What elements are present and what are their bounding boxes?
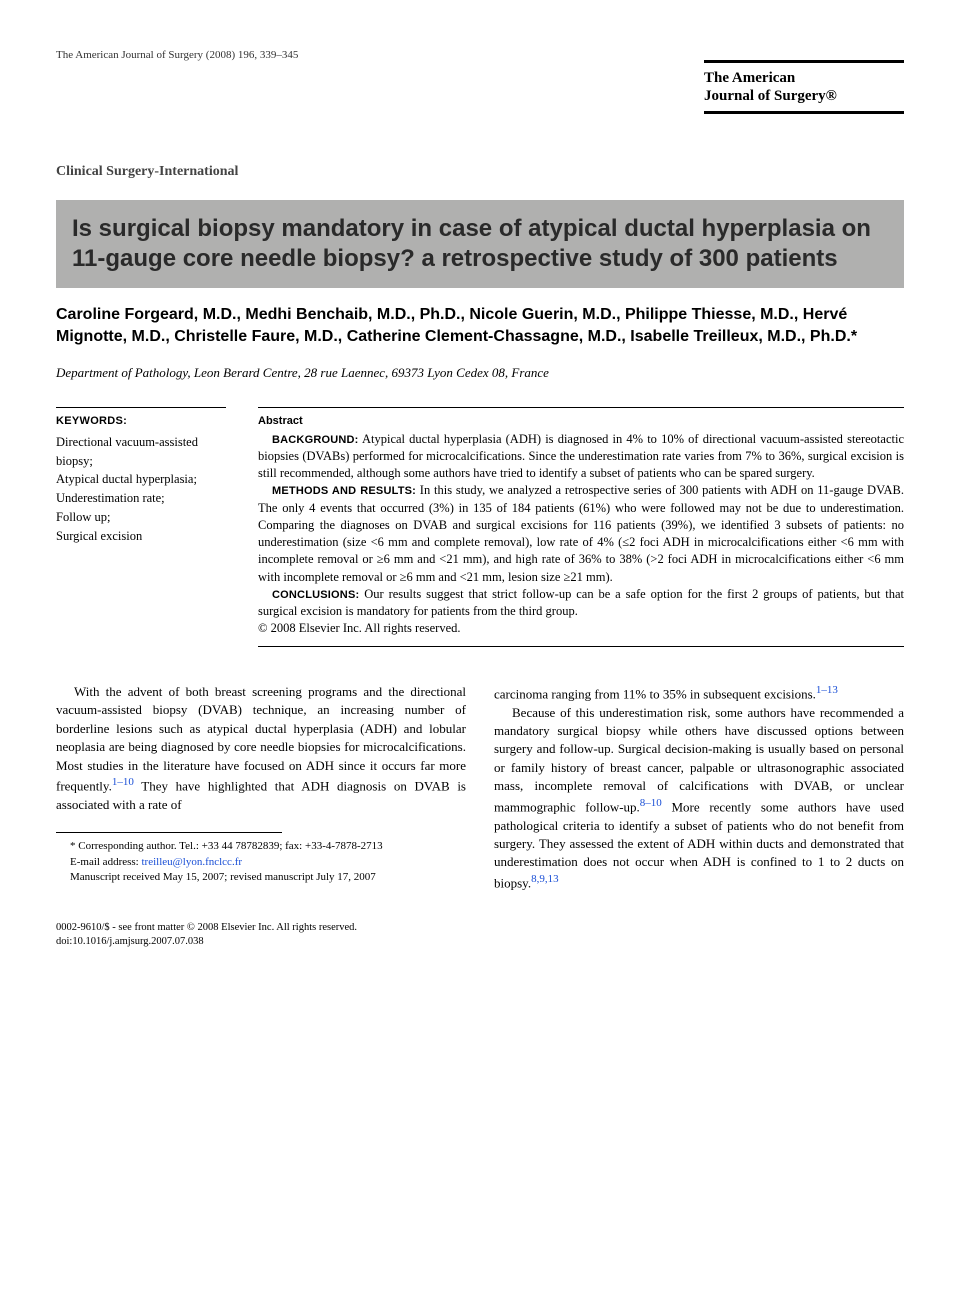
keywords-list: Directional vacuum-assisted biopsy; Atyp… bbox=[56, 433, 226, 546]
abstract-background: BACKGROUND: Atypical ductal hyperplasia … bbox=[258, 431, 904, 483]
citation-link[interactable]: 8–10 bbox=[640, 797, 662, 809]
abstract-methods: METHODS AND RESULTS: In this study, we a… bbox=[258, 482, 904, 586]
footer-line-2: doi:10.1016/j.amjsurg.2007.07.038 bbox=[56, 935, 904, 950]
right-p1-text: carcinoma ranging from 11% to 35% in sub… bbox=[494, 686, 816, 701]
email-label: E-mail address: bbox=[70, 856, 141, 868]
abstract-row: KEYWORDS: Directional vacuum-assisted bi… bbox=[56, 407, 904, 647]
corresponding-author: * Corresponding author. Tel.: +33 44 787… bbox=[56, 839, 466, 854]
footnote-divider bbox=[56, 832, 282, 833]
affiliation: Department of Pathology, Leon Berard Cen… bbox=[56, 364, 904, 382]
right-paragraph-2: Because of this underestimation risk, so… bbox=[494, 704, 904, 893]
citation-link[interactable]: 8,9,13 bbox=[531, 873, 559, 885]
footer-line-1: 0002-9610/$ - see front matter © 2008 El… bbox=[56, 921, 904, 936]
abstract-conclusions: CONCLUSIONS: Our results suggest that st… bbox=[258, 586, 904, 621]
page-footer: 0002-9610/$ - see front matter © 2008 El… bbox=[56, 921, 904, 950]
left-paragraph-1: With the advent of both breast screening… bbox=[56, 683, 466, 815]
body-columns: With the advent of both breast screening… bbox=[56, 683, 904, 893]
journal-brand-block: The American Journal of Surgery® bbox=[704, 48, 904, 114]
conclusions-label: CONCLUSIONS: bbox=[272, 589, 359, 601]
abstract-copyright: © 2008 Elsevier Inc. All rights reserved… bbox=[258, 620, 904, 637]
keywords-heading: KEYWORDS: bbox=[56, 414, 226, 429]
section-label: Clinical Surgery-International bbox=[56, 162, 904, 182]
methods-label: METHODS AND RESULTS: bbox=[272, 485, 416, 497]
body-column-left: With the advent of both breast screening… bbox=[56, 683, 466, 893]
body-column-right: carcinoma ranging from 11% to 35% in sub… bbox=[494, 683, 904, 893]
methods-text: In this study, we analyzed a retrospecti… bbox=[258, 483, 904, 583]
article-title: Is surgical biopsy mandatory in case of … bbox=[72, 214, 888, 274]
title-block: Is surgical biopsy mandatory in case of … bbox=[56, 200, 904, 288]
brand-line-2: Journal of Surgery® bbox=[704, 87, 904, 105]
citation-link[interactable]: 1–10 bbox=[112, 776, 134, 788]
authors-list: Caroline Forgeard, M.D., Medhi Benchaib,… bbox=[56, 304, 904, 349]
brand-line-1: The American bbox=[704, 69, 904, 87]
background-label: BACKGROUND: bbox=[272, 434, 359, 446]
abstract-column: Abstract BACKGROUND: Atypical ductal hyp… bbox=[258, 407, 904, 647]
right-paragraph-1: carcinoma ranging from 11% to 35% in sub… bbox=[494, 683, 904, 704]
keywords-column: KEYWORDS: Directional vacuum-assisted bi… bbox=[56, 407, 226, 647]
email-line: E-mail address: treilleu@lyon.fnclcc.fr bbox=[56, 855, 466, 870]
manuscript-dates: Manuscript received May 15, 2007; revise… bbox=[56, 870, 466, 885]
journal-reference: The American Journal of Surgery (2008) 1… bbox=[56, 48, 298, 63]
abstract-heading: Abstract bbox=[258, 414, 904, 429]
citation-link[interactable]: 1–13 bbox=[816, 684, 838, 696]
email-link[interactable]: treilleu@lyon.fnclcc.fr bbox=[141, 856, 242, 868]
right-p2-text-a: Because of this underestimation risk, so… bbox=[494, 705, 904, 815]
header-row: The American Journal of Surgery (2008) 1… bbox=[56, 48, 904, 114]
footnotes: * Corresponding author. Tel.: +33 44 787… bbox=[56, 839, 466, 885]
